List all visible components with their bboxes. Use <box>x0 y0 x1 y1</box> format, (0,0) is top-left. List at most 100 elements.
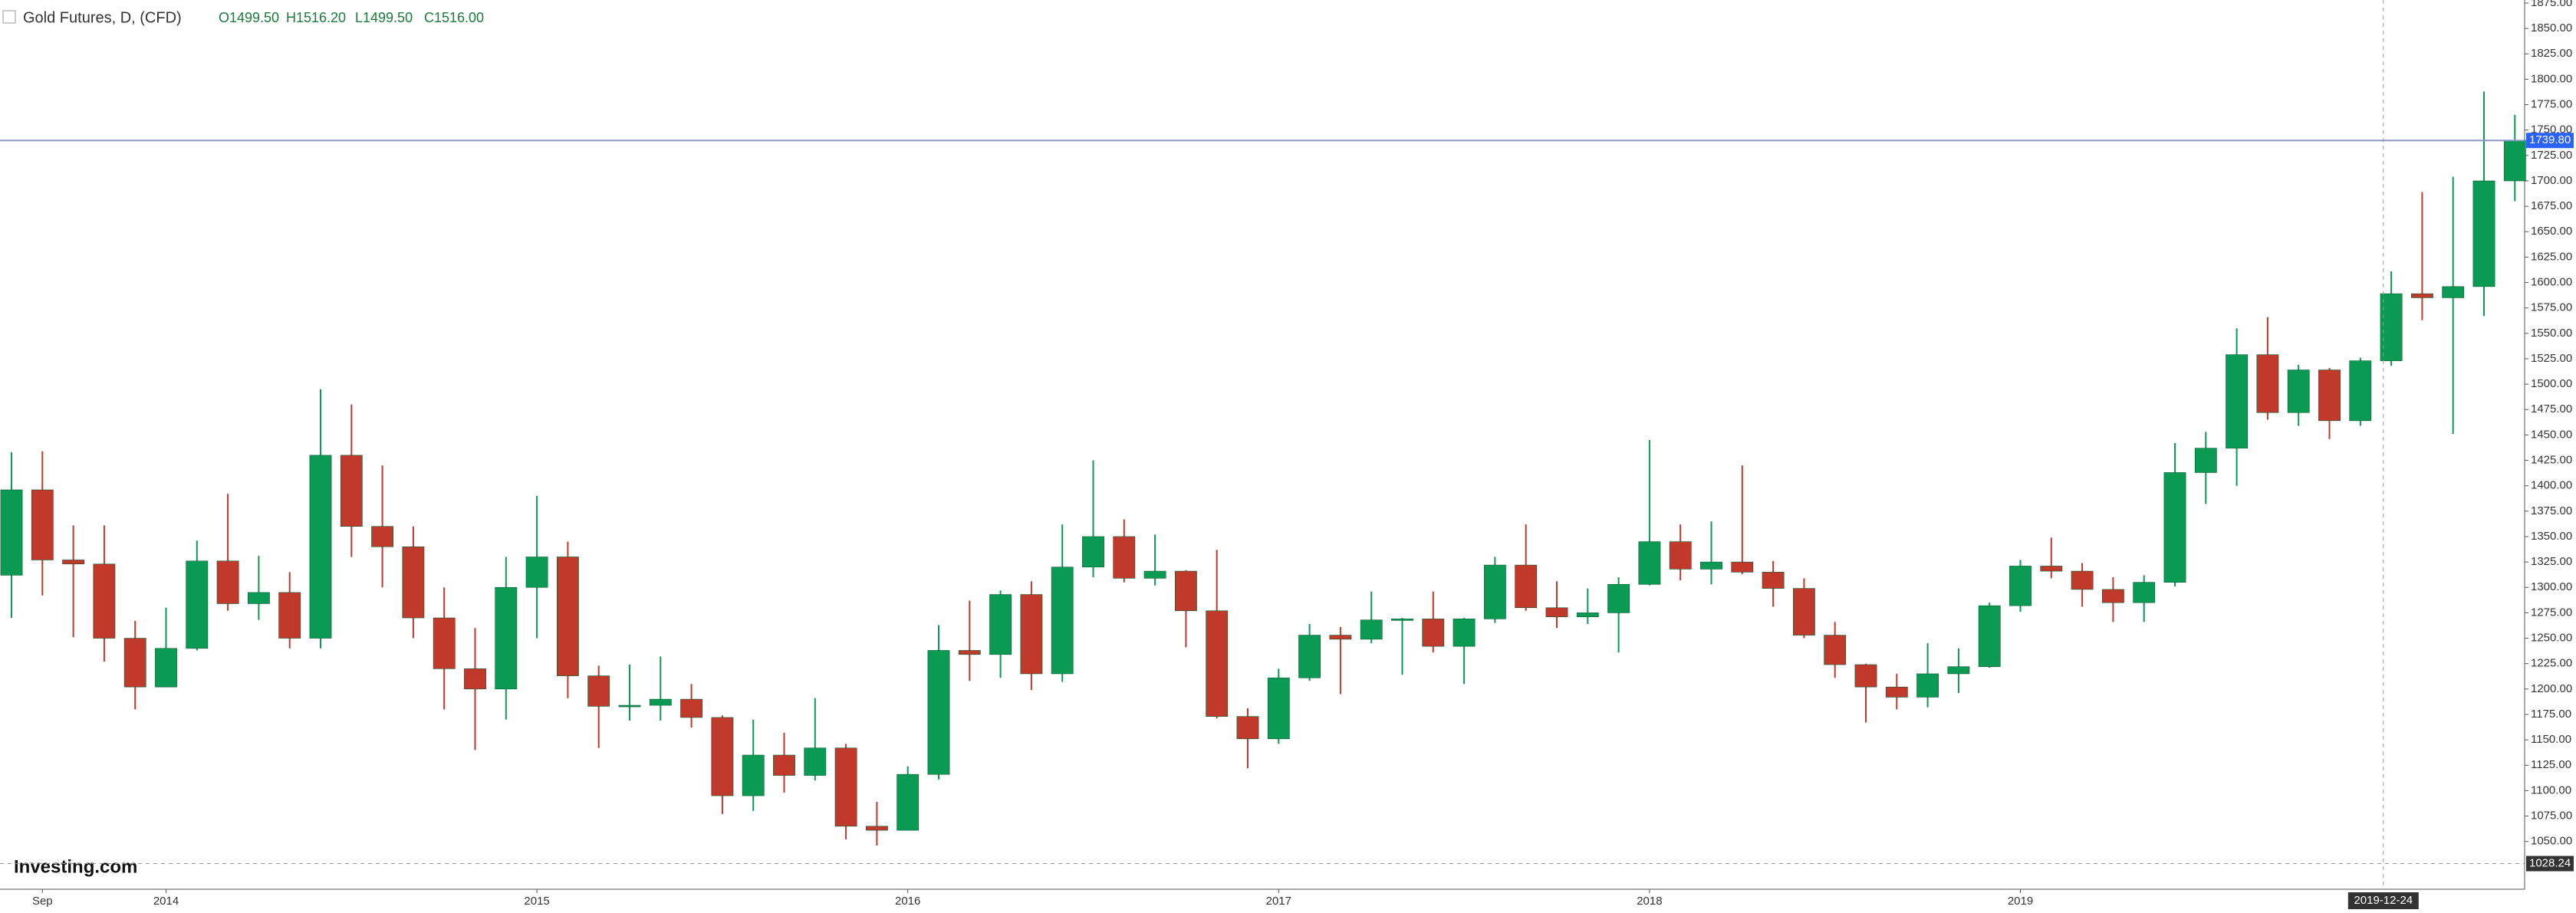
y-tick-label: 1225.00 <box>2531 657 2572 670</box>
candle-body <box>773 754 795 776</box>
x-tick-label: 2015 <box>524 895 549 908</box>
ohlc-label: O1499.50 <box>219 10 279 25</box>
candle-body <box>927 650 950 775</box>
collapse-icon[interactable] <box>2 10 16 24</box>
y-tick-label: 1375.00 <box>2531 504 2572 517</box>
candle-body <box>340 455 363 527</box>
y-tick-label: 1200.00 <box>2531 682 2572 695</box>
candle-body <box>958 650 981 655</box>
y-tick-label: 1575.00 <box>2531 301 2572 314</box>
price-label: 1739.80 <box>2529 133 2571 146</box>
candle-body <box>1236 716 1259 740</box>
y-tick-label: 1650.00 <box>2531 225 2572 238</box>
candle-body <box>2349 360 2372 422</box>
candle-body <box>2256 354 2279 413</box>
candle-body <box>247 592 270 604</box>
y-tick-label: 1400.00 <box>2531 479 2572 492</box>
candle-body <box>2318 369 2341 422</box>
candle-body <box>989 594 1012 655</box>
candle-body <box>1391 619 1413 621</box>
candle-body <box>216 560 239 604</box>
candle-body <box>1020 594 1043 675</box>
candle-body <box>1669 541 1692 570</box>
x-tick-label: 2017 <box>1266 895 1291 908</box>
candle-body <box>1174 570 1197 612</box>
candle-body <box>309 455 332 639</box>
y-tick-label: 1125.00 <box>2531 758 2571 771</box>
y-tick-label: 1075.00 <box>2531 810 2572 823</box>
chart-title: Gold Futures, D, (CFD) <box>23 9 182 26</box>
candle-body <box>618 704 641 708</box>
y-tick-label: 1800.00 <box>2531 72 2572 85</box>
candle-body <box>93 563 116 639</box>
candle-body <box>2163 472 2186 583</box>
x-tick-label: 2019 <box>2008 895 2033 908</box>
candle-body <box>62 560 85 565</box>
candle-body <box>1545 607 1568 618</box>
candle-body <box>155 648 177 688</box>
y-tick-label: 1150.00 <box>2531 733 2571 746</box>
candle-body <box>464 668 486 690</box>
candle-body <box>2194 448 2217 473</box>
candle-body <box>2472 180 2495 287</box>
ohlc-label: H1516.20 <box>286 10 346 25</box>
candle-body <box>587 675 610 707</box>
candle-body <box>2133 582 2156 603</box>
candle-body <box>0 489 23 576</box>
candle-body <box>1947 666 1970 675</box>
x-tick-label: 2018 <box>1637 895 1662 908</box>
y-tick-label: 1525.00 <box>2531 352 2572 365</box>
candle-body <box>2410 293 2433 298</box>
crosshair-x-label: 2019-12-24 <box>2354 894 2413 907</box>
crosshair-y-label: 1028.24 <box>2529 857 2571 870</box>
x-tick-label: 2016 <box>895 895 920 908</box>
candle-body <box>1515 564 1538 609</box>
candle-body <box>680 698 703 718</box>
y-tick-label: 1050.00 <box>2531 835 2572 848</box>
y-tick-label: 1700.00 <box>2531 174 2572 187</box>
y-tick-label: 1475.00 <box>2531 402 2572 415</box>
candle-body <box>1731 561 1754 573</box>
candle-body <box>1607 583 1630 613</box>
y-tick-label: 1550.00 <box>2531 327 2572 340</box>
crosshair-y-bg <box>2526 856 2574 872</box>
y-tick-label: 1250.00 <box>2531 632 2572 645</box>
logo: Investing.com <box>14 856 137 877</box>
candle-body <box>804 747 827 776</box>
ohlc-label: L1499.50 <box>355 10 413 25</box>
candle-body <box>123 638 146 688</box>
candle-body <box>31 489 54 560</box>
candle-body <box>1638 541 1661 585</box>
candle-body <box>2503 140 2526 182</box>
candle-body <box>711 717 734 796</box>
price-label-bg <box>2526 133 2574 149</box>
candle-body <box>1978 605 2001 667</box>
candle-body <box>1824 635 1847 665</box>
candle-body <box>1298 635 1321 678</box>
candle-body <box>1113 536 1136 579</box>
y-tick-label: 1600.00 <box>2531 276 2572 289</box>
candle-body <box>834 747 857 827</box>
candle-body <box>2287 369 2310 413</box>
candle-body <box>2009 566 2032 606</box>
candle-body <box>1206 610 1229 717</box>
candle-body <box>742 754 765 796</box>
candle-body <box>1885 686 1908 698</box>
candle-body <box>402 546 425 619</box>
y-tick-label: 1775.00 <box>2531 98 2572 111</box>
candle-body <box>278 592 301 639</box>
y-tick-label: 1325.00 <box>2531 555 2572 568</box>
candle-body <box>1452 619 1476 647</box>
candle-body <box>2380 293 2403 361</box>
x-tick-label: Sep <box>32 895 53 908</box>
candle-body <box>1422 619 1445 647</box>
candle-body <box>1576 612 1599 618</box>
y-tick-label: 1500.00 <box>2531 377 2572 390</box>
y-tick-label: 1100.00 <box>2531 783 2571 796</box>
y-tick-label: 1300.00 <box>2531 580 2572 593</box>
candle-body <box>1329 635 1352 640</box>
candle-body <box>649 698 672 706</box>
candle-body <box>2071 570 2094 590</box>
ohlc-label: C1516.00 <box>424 10 484 25</box>
